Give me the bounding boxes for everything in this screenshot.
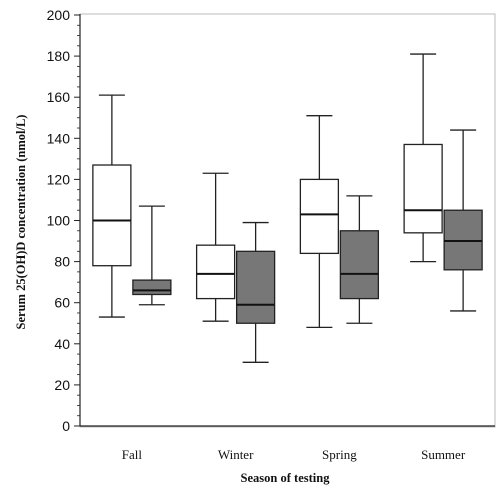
y-tick-label: 80: [54, 254, 70, 270]
boxplot-group: [92, 53, 483, 363]
y-tick-label: 120: [47, 171, 71, 187]
y-tick-label: 60: [54, 295, 70, 311]
box-plot-item: [235, 221, 276, 363]
box-iqr: [132, 279, 172, 296]
box-iqr: [299, 178, 340, 255]
box-iqr: [235, 250, 276, 324]
box-iqr: [195, 244, 236, 300]
box-plot-item: [339, 195, 380, 324]
y-tick-label: 40: [54, 336, 70, 352]
x-axis-title: Season of testing: [241, 471, 331, 485]
box-plot-item: [299, 115, 340, 329]
y-tick-label: 140: [47, 130, 71, 146]
box-plot-item: [132, 205, 172, 306]
box-iqr: [443, 209, 483, 271]
box-plot-item: [443, 129, 483, 312]
box-iqr: [92, 164, 132, 267]
y-axis-title: Serum 25(OH)D concentration (nmol/L): [14, 115, 28, 330]
x-tick-label: Spring: [322, 447, 357, 462]
box-plot-item: [92, 94, 132, 318]
y-tick-label: 0: [62, 418, 70, 434]
y-tick-label: 160: [47, 89, 71, 105]
x-tick-label: Summer: [421, 447, 466, 462]
x-axis: Fall Winter Spring Summer: [80, 425, 495, 462]
x-tick-label: Winter: [218, 447, 254, 462]
y-axis: 0 20 40 60 80 100 120 140 160 180 200: [47, 7, 81, 434]
box-plot-item: [403, 53, 443, 263]
box-iqr: [403, 143, 443, 234]
box-plot-item: [195, 172, 236, 322]
y-tick-label: 180: [47, 48, 71, 64]
y-tick-label: 100: [47, 213, 71, 229]
box-iqr: [339, 230, 380, 300]
x-tick-label: Fall: [122, 447, 143, 462]
y-tick-label: 20: [54, 377, 70, 393]
y-tick-label: 200: [47, 7, 71, 23]
